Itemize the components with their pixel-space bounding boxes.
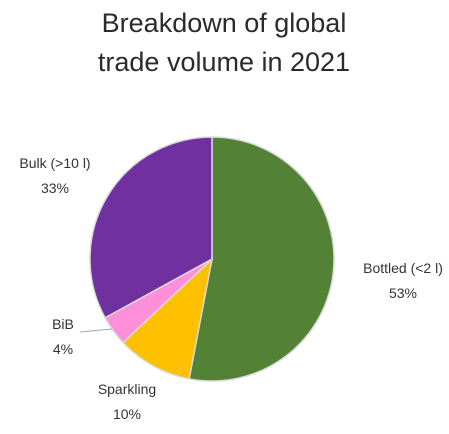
- slice-percent-2: 4%: [53, 341, 73, 357]
- slice-label-0: Bottled (<2 l): [363, 260, 443, 276]
- pie-slice-0: [188, 136, 335, 382]
- pie-slice-3: [89, 136, 213, 319]
- pie-slice-1: [122, 256, 214, 380]
- slice-label-2: BiB: [52, 316, 74, 332]
- leader-line-2: [79, 328, 113, 333]
- chart-title-line-2: trade volume in 2021: [98, 47, 350, 77]
- slice-label-3: Bulk (>10 l): [19, 155, 90, 171]
- pie-labels: Bottled (<2 l) 53% Sparkling 10% BiB 4% Bulk (…: [19, 155, 442, 422]
- pie-slices: [89, 136, 335, 382]
- slice-percent-1: 10%: [113, 406, 141, 422]
- chart-title-line-1: Breakdown of global: [102, 8, 347, 38]
- slice-percent-0: 53%: [389, 285, 417, 301]
- slice-label-1: Sparkling: [98, 381, 156, 397]
- slice-percent-3: 33%: [41, 180, 69, 196]
